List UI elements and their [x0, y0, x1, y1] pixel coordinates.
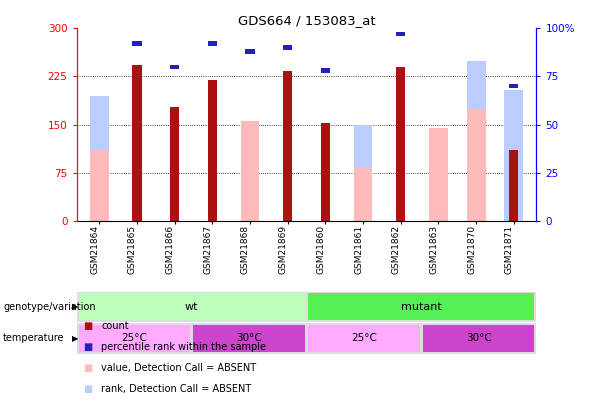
Text: 30°C: 30°C — [466, 333, 492, 343]
Bar — [132, 65, 142, 221]
Bar — [240, 122, 259, 221]
Text: ▶: ▶ — [72, 302, 79, 311]
Bar — [308, 325, 419, 352]
Text: ■: ■ — [83, 342, 92, 352]
Bar — [466, 109, 485, 221]
Bar — [194, 325, 305, 352]
Bar — [396, 67, 405, 221]
Text: ■: ■ — [83, 384, 92, 394]
Text: wt: wt — [185, 302, 199, 312]
Text: value, Detection Call = ABSENT: value, Detection Call = ABSENT — [101, 363, 256, 373]
Text: ■: ■ — [83, 363, 92, 373]
Bar — [170, 107, 180, 221]
Text: ■: ■ — [83, 321, 92, 330]
Bar — [208, 80, 217, 221]
Text: 25°C: 25°C — [351, 333, 377, 343]
Text: percentile rank within the sample: percentile rank within the sample — [101, 342, 266, 352]
Text: genotype/variation: genotype/variation — [3, 302, 96, 312]
Bar — [504, 90, 523, 221]
Text: 30°C: 30°C — [236, 333, 262, 343]
Title: GDS664 / 153083_at: GDS664 / 153083_at — [238, 14, 375, 27]
Bar — [354, 168, 373, 221]
Bar — [245, 49, 254, 54]
Bar — [429, 128, 448, 221]
Bar — [283, 71, 292, 221]
Text: count: count — [101, 321, 129, 330]
Text: 25°C: 25°C — [121, 333, 147, 343]
Bar — [509, 150, 519, 221]
Bar — [170, 64, 180, 69]
Bar — [509, 84, 519, 88]
Bar — [208, 41, 217, 46]
Bar — [396, 32, 405, 36]
Bar — [321, 123, 330, 221]
Bar — [466, 61, 485, 221]
Bar — [132, 41, 142, 46]
Bar — [78, 293, 305, 320]
Text: ▶: ▶ — [72, 334, 79, 343]
Bar — [90, 150, 109, 221]
Bar — [424, 325, 535, 352]
Bar — [78, 325, 189, 352]
Text: mutant: mutant — [401, 302, 442, 312]
Bar — [308, 293, 535, 320]
Bar — [321, 68, 330, 73]
Bar — [90, 96, 109, 221]
Bar — [283, 45, 292, 50]
Text: temperature: temperature — [3, 333, 64, 343]
Bar — [354, 124, 373, 221]
Text: rank, Detection Call = ABSENT: rank, Detection Call = ABSENT — [101, 384, 251, 394]
